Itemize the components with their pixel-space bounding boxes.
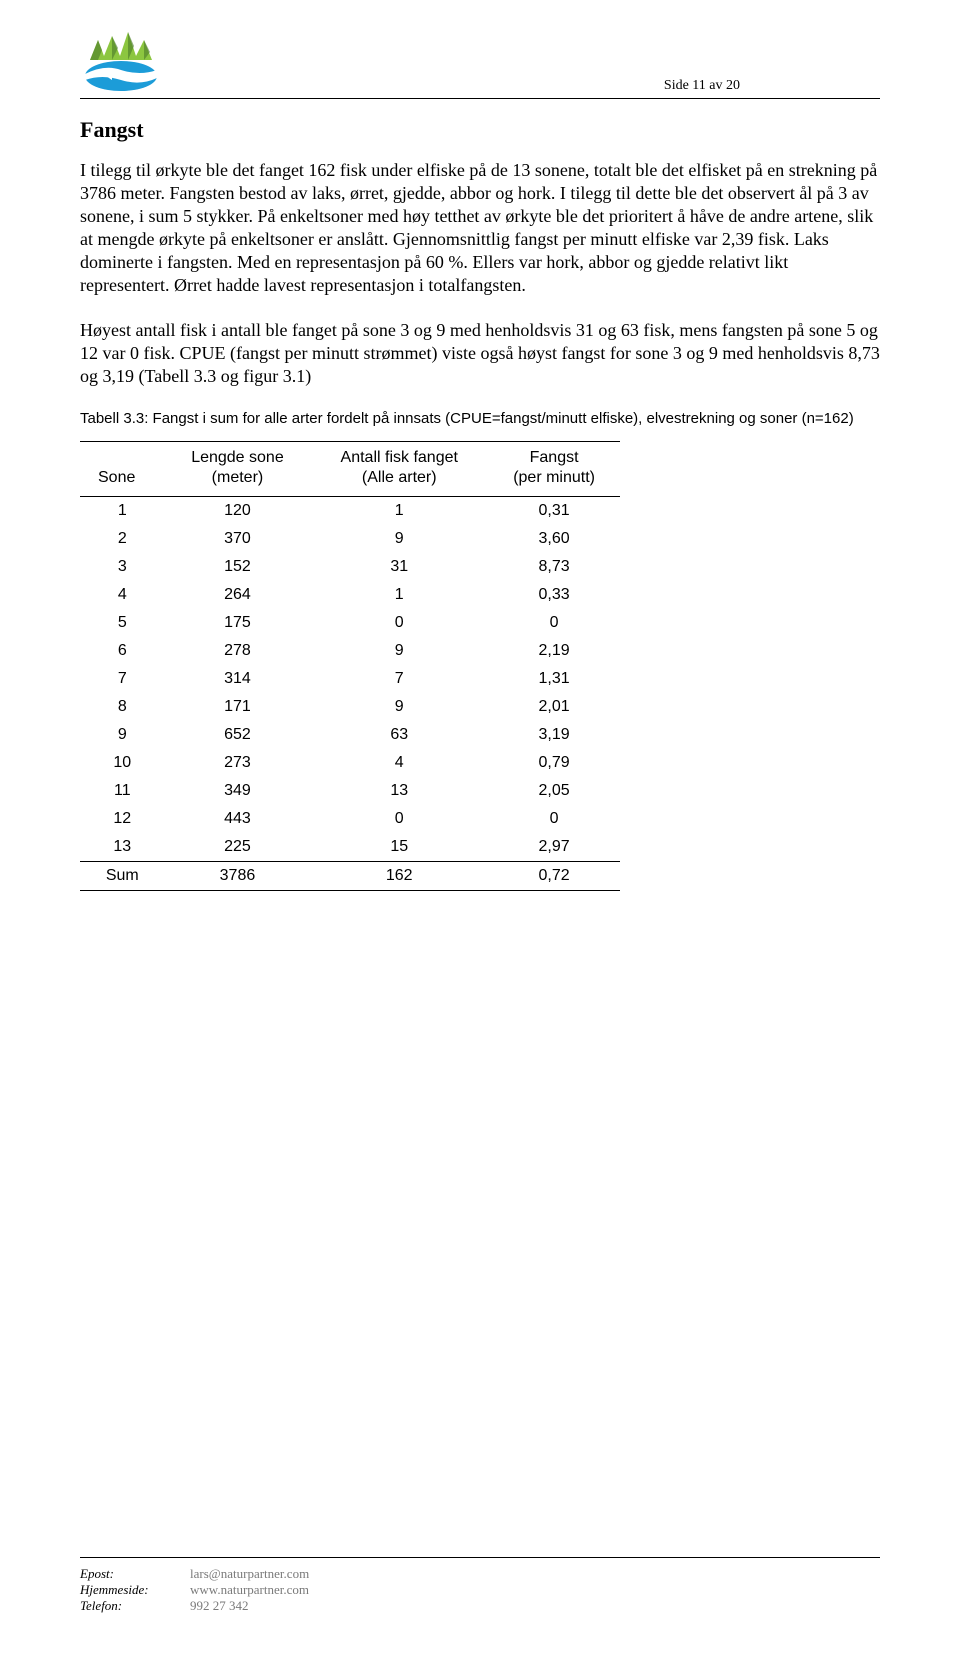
table-cell: 3,19 (488, 721, 620, 749)
table-cell: 1,31 (488, 665, 620, 693)
table-row: 627892,19 (80, 637, 620, 665)
table-cell: 0,72 (488, 862, 620, 891)
table-row: 3152318,73 (80, 553, 620, 581)
table-cell: 6 (80, 637, 165, 665)
table-cell: 4 (80, 581, 165, 609)
table-cell: 349 (165, 777, 311, 805)
table-row: 426410,33 (80, 581, 620, 609)
table-cell: 0 (488, 609, 620, 637)
table-cell: 0 (488, 805, 620, 833)
table-cell: 9 (310, 693, 488, 721)
col-header-fangst: Fangst (per minutt) (488, 442, 620, 497)
table-cell: 264 (165, 581, 311, 609)
table-cell: 31 (310, 553, 488, 581)
table-cell: 15 (310, 833, 488, 862)
table-cell: 0,33 (488, 581, 620, 609)
table-cell: 1 (310, 497, 488, 526)
table-cell: 0,79 (488, 749, 620, 777)
table-row: 517500 (80, 609, 620, 637)
page-number: Side 11 av 20 (664, 78, 880, 94)
table-cell: 443 (165, 805, 311, 833)
footer-value: 992 27 342 (190, 1598, 249, 1614)
table-cell: 3 (80, 553, 165, 581)
table-cell: 63 (310, 721, 488, 749)
footer-row: Telefon:992 27 342 (80, 1598, 880, 1614)
table-cell: 152 (165, 553, 311, 581)
table-cell: 120 (165, 497, 311, 526)
table-cell: 9 (310, 525, 488, 553)
body-paragraph-2: Høyest antall fisk i antall ble fanget p… (80, 319, 880, 388)
table-cell: 225 (165, 833, 311, 862)
table-cell: 278 (165, 637, 311, 665)
body-paragraph-1: I tilegg til ørkyte ble det fanget 162 f… (80, 159, 880, 297)
table-cell: 0 (310, 805, 488, 833)
table-cell: 5 (80, 609, 165, 637)
table-cell: 2,19 (488, 637, 620, 665)
section-title: Fangst (80, 117, 880, 143)
table-cell: 0,31 (488, 497, 620, 526)
footer-label: Telefon: (80, 1598, 190, 1614)
table-cell: 314 (165, 665, 311, 693)
table-row: 237093,60 (80, 525, 620, 553)
footer-label: Epost: (80, 1566, 190, 1582)
table-cell: 10 (80, 749, 165, 777)
table-row: 13225152,97 (80, 833, 620, 862)
footer-row: Hjemmeside:www.naturpartner.com (80, 1582, 880, 1598)
footer-value: www.naturpartner.com (190, 1582, 309, 1598)
catch-table: Sone Lengde sone (meter) Antall fisk fan… (80, 441, 620, 891)
logo (80, 30, 170, 94)
table-cell: 7 (80, 665, 165, 693)
table-cell: 9 (80, 721, 165, 749)
col-header-sone: Sone (80, 442, 165, 497)
table-caption: Tabell 3.3: Fangst i sum for alle arter … (80, 410, 880, 427)
table-row: 817192,01 (80, 693, 620, 721)
table-row: 11349132,05 (80, 777, 620, 805)
table-cell: 273 (165, 749, 311, 777)
footer-value: lars@naturpartner.com (190, 1566, 309, 1582)
table-cell: Sum (80, 862, 165, 891)
table-cell: 9 (310, 637, 488, 665)
footer-row: Epost:lars@naturpartner.com (80, 1566, 880, 1582)
table-cell: 2,97 (488, 833, 620, 862)
table-cell: 12 (80, 805, 165, 833)
table-cell: 8 (80, 693, 165, 721)
table-header-row: Sone Lengde sone (meter) Antall fisk fan… (80, 442, 620, 497)
table-row: 112010,31 (80, 497, 620, 526)
table-cell: 2,05 (488, 777, 620, 805)
table-cell: 1 (310, 581, 488, 609)
table-cell: 175 (165, 609, 311, 637)
table-cell: 7 (310, 665, 488, 693)
table-cell: 0 (310, 609, 488, 637)
logo-icon (80, 30, 170, 94)
table-cell: 162 (310, 862, 488, 891)
table-cell: 3,60 (488, 525, 620, 553)
col-header-antall: Antall fisk fanget (Alle arter) (310, 442, 488, 497)
table-cell: 652 (165, 721, 311, 749)
col-header-lengde: Lengde sone (meter) (165, 442, 311, 497)
table-body: 112010,31237093,603152318,73426410,33517… (80, 497, 620, 891)
table-cell: 3786 (165, 862, 311, 891)
page-footer: Epost:lars@naturpartner.comHjemmeside:ww… (80, 1557, 880, 1614)
table-cell: 2 (80, 525, 165, 553)
footer-label: Hjemmeside: (80, 1582, 190, 1598)
page-header: Side 11 av 20 (80, 30, 880, 99)
table-cell: 1 (80, 497, 165, 526)
table-cell: 13 (80, 833, 165, 862)
table-cell: 171 (165, 693, 311, 721)
table-row: 9652633,19 (80, 721, 620, 749)
table-cell: 8,73 (488, 553, 620, 581)
table-cell: 13 (310, 777, 488, 805)
table-cell: 4 (310, 749, 488, 777)
table-row: 1244300 (80, 805, 620, 833)
table-row: 1027340,79 (80, 749, 620, 777)
table-cell: 370 (165, 525, 311, 553)
table-sum-row: Sum37861620,72 (80, 862, 620, 891)
table-row: 731471,31 (80, 665, 620, 693)
table-cell: 11 (80, 777, 165, 805)
table-cell: 2,01 (488, 693, 620, 721)
